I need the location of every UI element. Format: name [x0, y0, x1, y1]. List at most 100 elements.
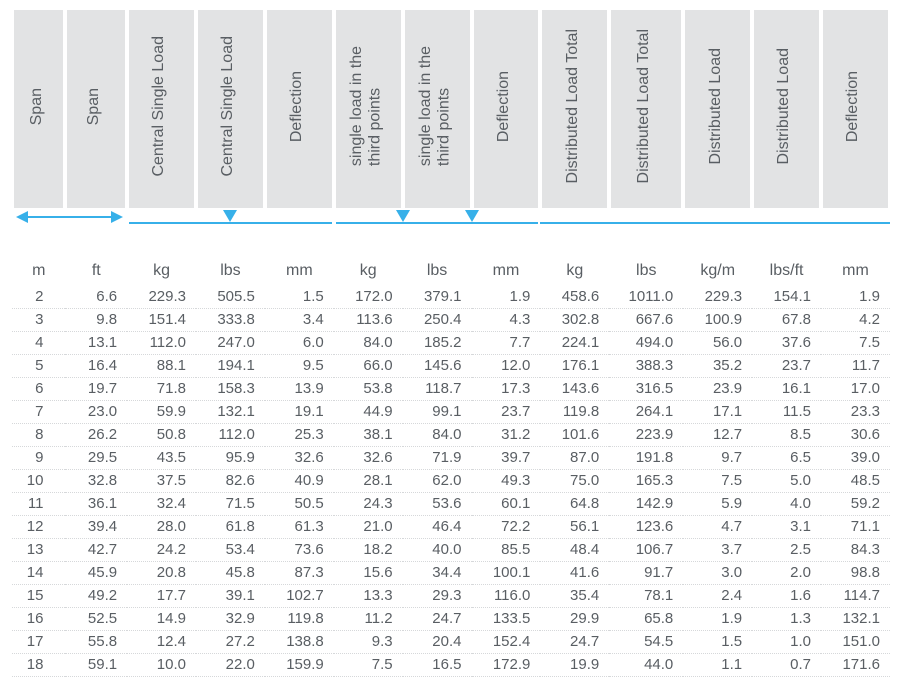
table-row: 1239.428.061.861.321.046.472.256.1123.64…	[12, 516, 890, 539]
col-header-1: Span	[65, 10, 127, 208]
col-header-label: Distributed Load Total	[564, 29, 586, 183]
cell: 158.3	[196, 378, 265, 401]
cell: 11.5	[752, 401, 821, 424]
col-header-12: Deflection	[821, 10, 890, 208]
col-header-5: single load in thethird points	[334, 10, 403, 208]
cell: 505.5	[196, 286, 265, 309]
cell: 18.2	[334, 539, 403, 562]
cell: 494.0	[609, 332, 683, 355]
cell: 4	[12, 332, 65, 355]
unit-10: kg/m	[683, 236, 752, 286]
table-row: 26.6229.3505.51.5172.0379.11.9458.61011.…	[12, 286, 890, 309]
cell: 25.3	[265, 424, 334, 447]
cell: 333.8	[196, 309, 265, 332]
cell: 185.2	[403, 332, 472, 355]
cell: 12.0	[472, 355, 541, 378]
cell: 87.0	[540, 447, 609, 470]
cell: 22.0	[196, 654, 265, 677]
cell: 84.3	[821, 539, 890, 562]
cell: 66.0	[334, 355, 403, 378]
cell: 18	[12, 654, 65, 677]
col-header-label: single load in thethird points	[417, 46, 458, 166]
cell: 17.1	[683, 401, 752, 424]
cell: 100.1	[472, 562, 541, 585]
table-row: 1652.514.932.9119.811.224.7133.529.965.8…	[12, 608, 890, 631]
cell: 59.1	[65, 654, 127, 677]
cell: 194.1	[196, 355, 265, 378]
cell: 26.2	[65, 424, 127, 447]
cell: 50.5	[265, 493, 334, 516]
cell: 9.8	[65, 309, 127, 332]
cell: 112.0	[196, 424, 265, 447]
col-header-label: Central Single Load	[150, 36, 172, 177]
cell: 29.3	[403, 585, 472, 608]
cell: 48.5	[821, 470, 890, 493]
col-header-label: Span	[85, 88, 107, 125]
cell: 45.9	[65, 562, 127, 585]
cell: 38.1	[334, 424, 403, 447]
cell: 19.9	[540, 654, 609, 677]
cell: 102.7	[265, 585, 334, 608]
cell: 53.8	[334, 378, 403, 401]
cell: 13.1	[65, 332, 127, 355]
cell: 12.7	[683, 424, 752, 447]
cell: 32.6	[334, 447, 403, 470]
cell: 75.0	[540, 470, 609, 493]
cell: 2	[12, 286, 65, 309]
cell: 1011.0	[609, 286, 683, 309]
cell: 250.4	[403, 309, 472, 332]
unit-9: lbs	[609, 236, 683, 286]
cell: 1.3	[752, 608, 821, 631]
cell: 5	[12, 355, 65, 378]
cell: 100.9	[683, 309, 752, 332]
cell: 176.1	[540, 355, 609, 378]
cell: 11	[12, 493, 65, 516]
table-row: 1755.812.427.2138.89.320.4152.424.754.51…	[12, 631, 890, 654]
cell: 59.2	[821, 493, 890, 516]
cell: 56.1	[540, 516, 609, 539]
cell: 116.0	[472, 585, 541, 608]
cell: 39.0	[821, 447, 890, 470]
table-row: 516.488.1194.19.566.0145.612.0176.1388.3…	[12, 355, 890, 378]
cell: 15	[12, 585, 65, 608]
cell: 20.4	[403, 631, 472, 654]
cell: 4.3	[472, 309, 541, 332]
cell: 4.7	[683, 516, 752, 539]
cell: 3.1	[752, 516, 821, 539]
cell: 13.3	[334, 585, 403, 608]
load-line	[540, 222, 890, 224]
cell: 16.4	[65, 355, 127, 378]
cell: 44.0	[609, 654, 683, 677]
cell: 152.4	[472, 631, 541, 654]
cell: 62.0	[403, 470, 472, 493]
cell: 223.9	[609, 424, 683, 447]
cell: 10	[12, 470, 65, 493]
col-header-2: Central Single Load	[127, 10, 196, 208]
cell: 113.6	[334, 309, 403, 332]
cell: 71.1	[821, 516, 890, 539]
unit-1: ft	[65, 236, 127, 286]
cell: 5.9	[683, 493, 752, 516]
cell: 14	[12, 562, 65, 585]
cell: 165.3	[609, 470, 683, 493]
cell: 379.1	[403, 286, 472, 309]
cell: 6	[12, 378, 65, 401]
table-row: 826.250.8112.025.338.184.031.2101.6223.9…	[12, 424, 890, 447]
cell: 24.2	[127, 539, 196, 562]
cell: 2.5	[752, 539, 821, 562]
cell: 151.0	[821, 631, 890, 654]
unit-2: kg	[127, 236, 196, 286]
cell: 29.5	[65, 447, 127, 470]
unit-11: lbs/ft	[752, 236, 821, 286]
cell: 11.7	[821, 355, 890, 378]
cell: 16.5	[403, 654, 472, 677]
cell: 35.2	[683, 355, 752, 378]
cell: 224.1	[540, 332, 609, 355]
cell: 316.5	[609, 378, 683, 401]
cell: 13.9	[265, 378, 334, 401]
cell: 71.9	[403, 447, 472, 470]
col-header-0: Span	[12, 10, 65, 208]
cell: 59.9	[127, 401, 196, 424]
cell: 21.0	[334, 516, 403, 539]
cell: 17.7	[127, 585, 196, 608]
